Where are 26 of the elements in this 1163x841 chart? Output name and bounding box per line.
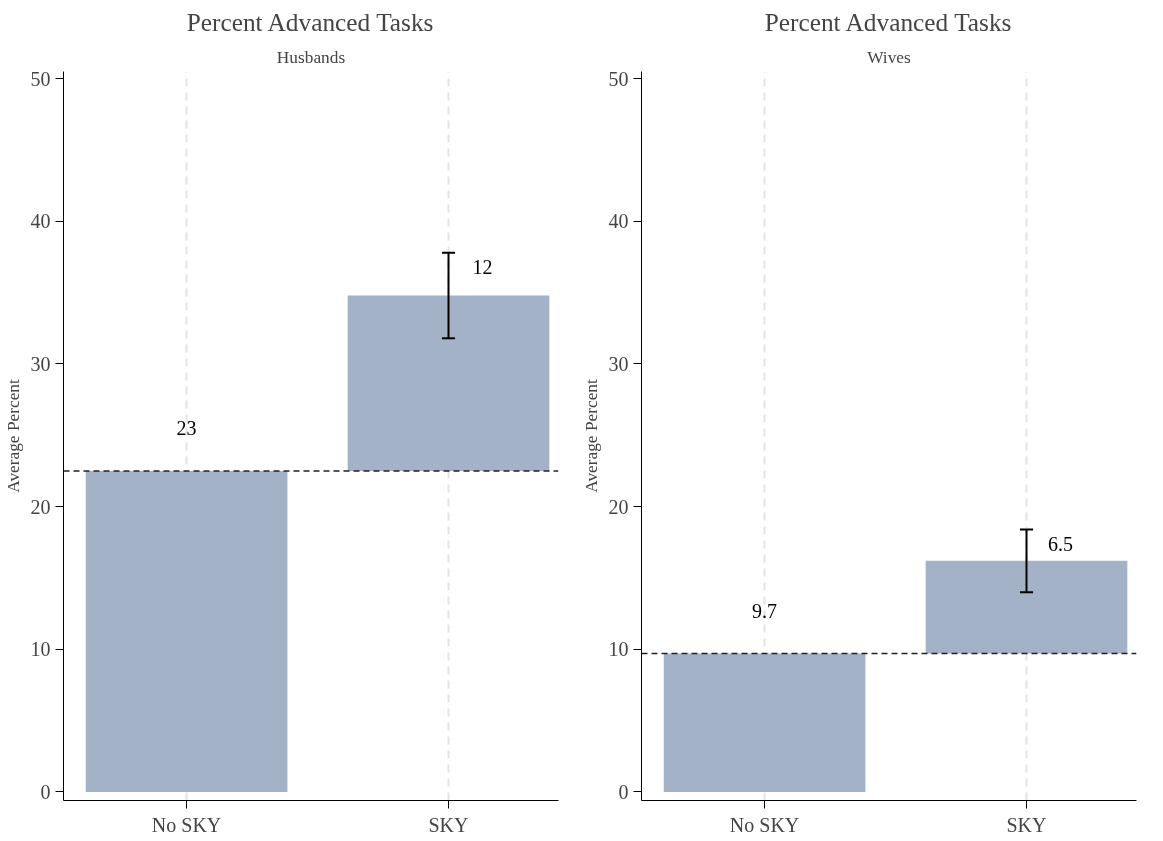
y-tick-label: 10 xyxy=(608,638,629,661)
x-tick-label: No SKY xyxy=(729,813,800,836)
data-label: 12 xyxy=(472,255,493,278)
chart-subtitle: Husbands xyxy=(276,47,346,67)
chart-title: Percent Advanced Tasks xyxy=(764,7,1012,36)
chart-subtitle: Wives xyxy=(867,47,912,67)
chart-title: Percent Advanced Tasks xyxy=(186,7,434,36)
x-tick-label: No SKY xyxy=(151,813,222,836)
data-label: 23 xyxy=(176,417,197,440)
y-tick-label: 40 xyxy=(608,210,629,233)
y-axis-title: Average Percent xyxy=(581,378,601,493)
x-tick-label: SKY xyxy=(1006,813,1047,836)
y-tick-label: 0 xyxy=(618,780,629,803)
y-tick-label: 30 xyxy=(608,352,629,375)
y-tick-label: 20 xyxy=(608,495,629,518)
y-tick-label: 20 xyxy=(30,495,51,518)
y-tick-label: 40 xyxy=(30,210,51,233)
y-axis-title: Average Percent xyxy=(3,378,23,493)
data-label: 6.5 xyxy=(1048,532,1074,555)
y-tick-label: 30 xyxy=(30,352,51,375)
y-tick-label: 0 xyxy=(40,780,51,803)
x-tick-label: SKY xyxy=(428,813,469,836)
y-tick-label: 50 xyxy=(608,67,629,90)
y-tick-label: 50 xyxy=(30,67,51,90)
y-tick-label: 10 xyxy=(30,638,51,661)
data-label: 9.7 xyxy=(752,599,778,622)
